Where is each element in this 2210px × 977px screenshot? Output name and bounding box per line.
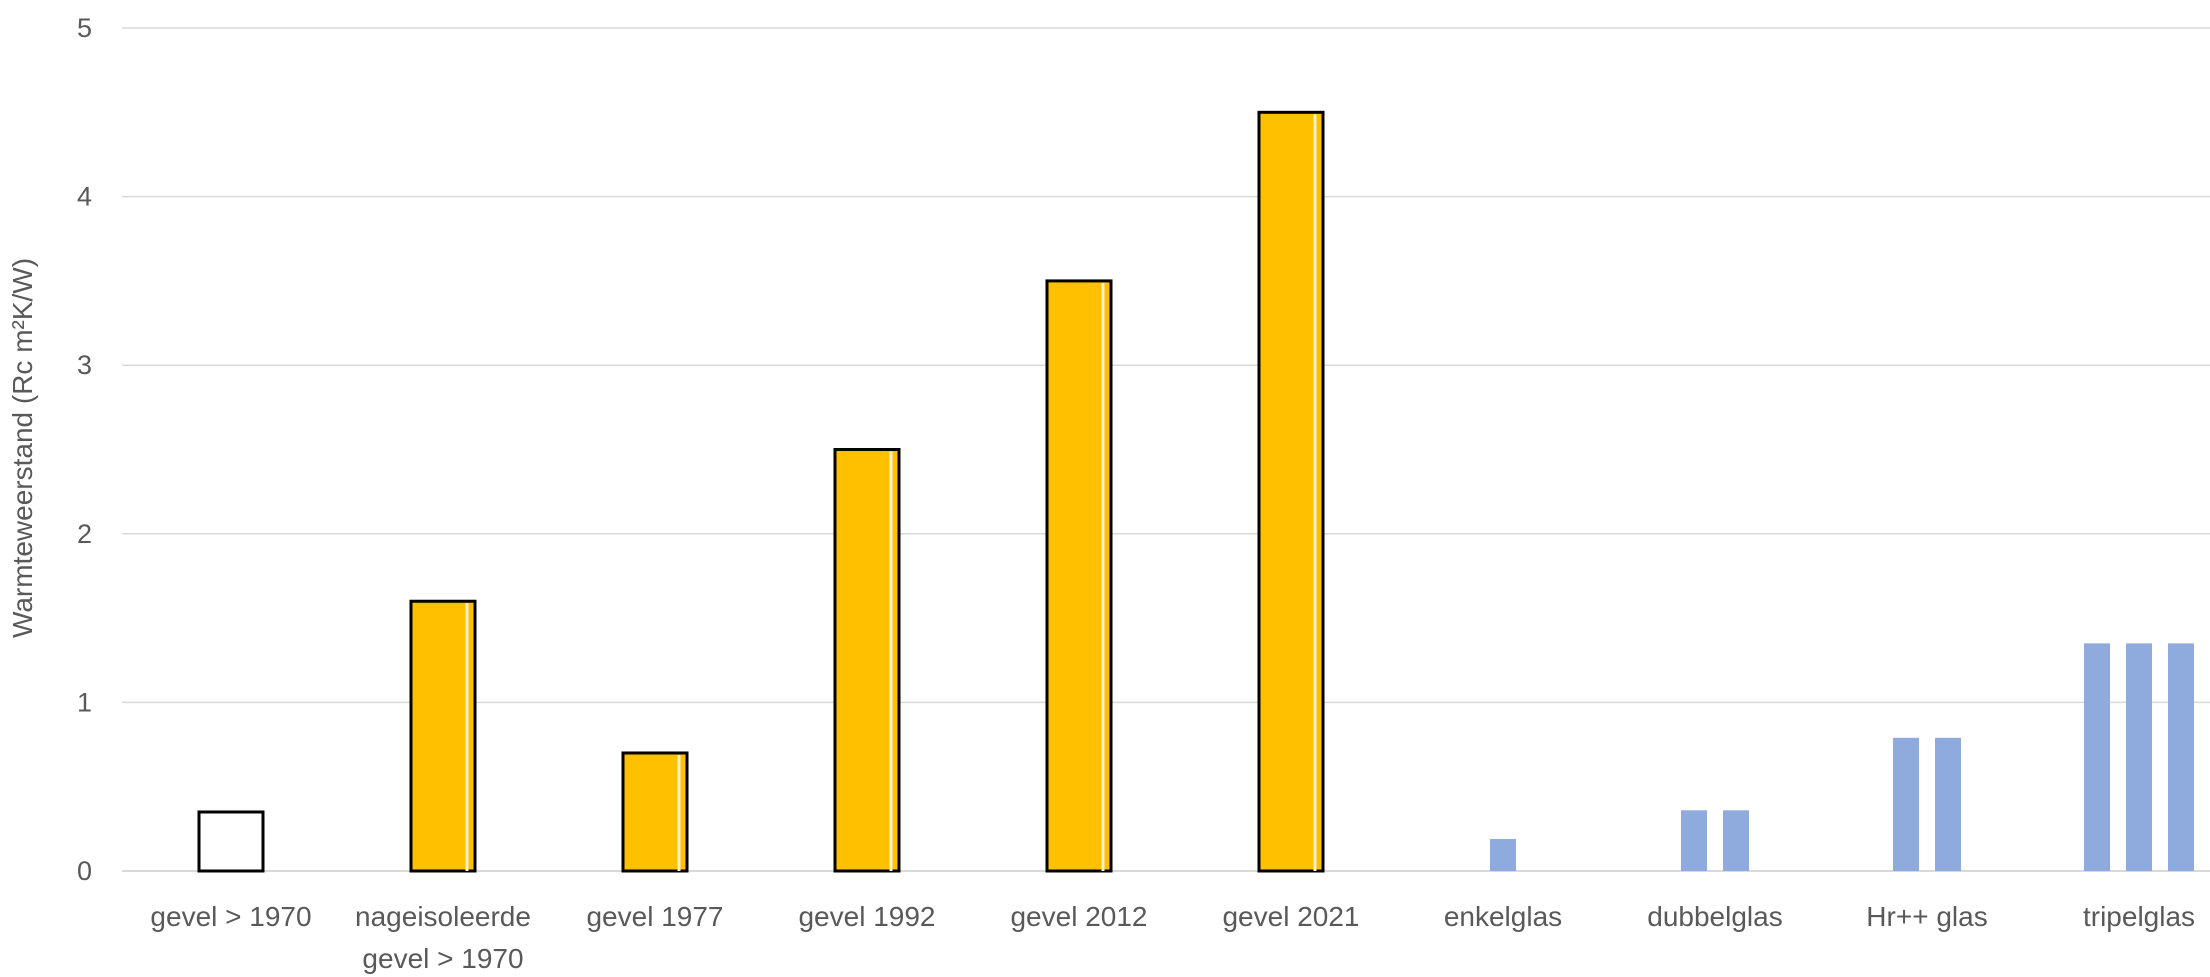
bars <box>197 110 2194 873</box>
bar <box>197 810 265 873</box>
x-category-label: dubbelglas <box>1647 901 1782 932</box>
x-category-label: gevel 2012 <box>1010 901 1147 932</box>
x-category-label: tripelglas <box>2083 901 2195 932</box>
bar <box>833 448 901 873</box>
bar-glass-pane <box>1893 737 1919 871</box>
x-category-label: Hr++ glas <box>1866 901 1987 932</box>
x-category-label: enkelglas <box>1444 901 1562 932</box>
y-tick-label: 1 <box>77 687 92 717</box>
bar <box>621 751 689 873</box>
bar <box>1045 279 1113 873</box>
x-category-label: gevel > 1970 <box>150 901 311 932</box>
y-tick-label: 5 <box>77 13 92 43</box>
bar-glass-pane <box>1490 838 1516 871</box>
y-tick-label: 4 <box>77 182 92 212</box>
bar-glass-pane <box>1681 810 1707 871</box>
x-category-label: nageisoleerde <box>355 901 531 932</box>
bar-glass-pane <box>1723 810 1749 871</box>
x-category-label: gevel 2021 <box>1222 901 1359 932</box>
y-tick-label: 3 <box>77 350 92 380</box>
bar-glass-pane <box>2168 643 2194 871</box>
x-category-label: gevel > 1970 <box>362 943 523 974</box>
bar-glass-pane <box>1935 737 1961 871</box>
bar-glass-pane <box>2126 643 2152 871</box>
y-tick-label: 0 <box>77 856 92 886</box>
bar <box>1257 110 1325 873</box>
bar <box>409 599 477 873</box>
y-axis-tick-labels: 0 1 2 3 4 5 <box>77 13 92 886</box>
x-axis-category-labels: gevel > 1970 nageisoleerde gevel > 1970 gev… <box>150 901 2195 974</box>
y-axis-title: Warmteweerstand (Rc m²K/W) <box>7 258 38 638</box>
x-category-label: gevel 1977 <box>586 901 723 932</box>
bar-glass-pane <box>2084 643 2110 871</box>
y-tick-label: 2 <box>77 519 92 549</box>
x-category-label: gevel 1992 <box>798 901 935 932</box>
